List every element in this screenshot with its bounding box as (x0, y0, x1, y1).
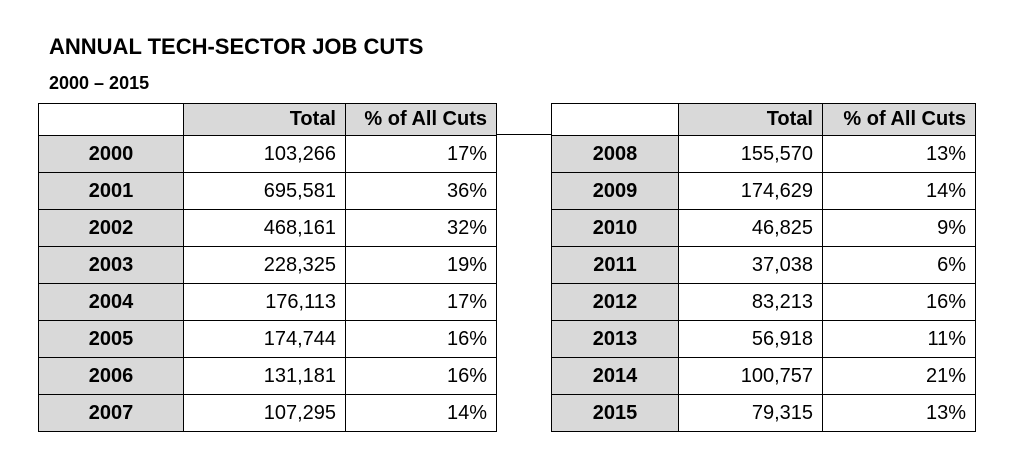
table-row: 2000 103,266 17% (38, 135, 497, 173)
total-cell: 46,825 (678, 209, 823, 247)
total-cell: 107,295 (183, 394, 346, 432)
column-header-total: Total (678, 103, 823, 136)
table-row: 2015 79,315 13% (551, 394, 976, 432)
year-cell: 2005 (38, 320, 184, 358)
year-cell: 2008 (551, 135, 679, 173)
total-cell: 174,629 (678, 172, 823, 210)
total-cell: 468,161 (183, 209, 346, 247)
year-cell: 2007 (38, 394, 184, 432)
share-cell: 9% (822, 209, 976, 247)
year-cell: 2015 (551, 394, 679, 432)
year-cell: 2009 (551, 172, 679, 210)
total-cell: 37,038 (678, 246, 823, 284)
year-cell: 2000 (38, 135, 184, 173)
year-cell: 2010 (551, 209, 679, 247)
year-cell: 2014 (551, 357, 679, 395)
share-cell: 16% (822, 283, 976, 321)
total-cell: 131,181 (183, 357, 346, 395)
share-cell: 19% (345, 246, 497, 284)
header-connector-line (496, 134, 552, 135)
year-cell: 2011 (551, 246, 679, 284)
share-cell: 14% (345, 394, 497, 432)
table-row: 2011 37,038 6% (551, 246, 976, 284)
table-row: 2002 468,161 32% (38, 209, 497, 247)
table-row: 2008 155,570 13% (551, 135, 976, 173)
table-header-row: Total % of All Cuts (38, 103, 497, 136)
share-cell: 17% (345, 135, 497, 173)
table-row: 2013 56,918 11% (551, 320, 976, 358)
page-subtitle: 2000 – 2015 (49, 73, 150, 93)
share-cell: 21% (822, 357, 976, 395)
share-cell: 32% (345, 209, 497, 247)
total-cell: 79,315 (678, 394, 823, 432)
share-cell: 16% (345, 357, 497, 395)
total-cell: 100,757 (678, 357, 823, 395)
job-cuts-table-right: Total % of All Cuts 2008 155,570 13% 2009 17… (551, 103, 976, 432)
table-row: 2005 174,744 16% (38, 320, 497, 358)
year-cell: 2003 (38, 246, 184, 284)
share-cell: 11% (822, 320, 976, 358)
table-row: 2007 107,295 14% (38, 394, 497, 432)
total-cell: 695,581 (183, 172, 346, 210)
total-cell: 176,113 (183, 283, 346, 321)
table-header-row: Total % of All Cuts (551, 103, 976, 136)
share-cell: 6% (822, 246, 976, 284)
total-cell: 155,570 (678, 135, 823, 173)
column-header-share: % of All Cuts (822, 103, 976, 136)
year-cell: 2013 (551, 320, 679, 358)
table-row: 2014 100,757 21% (551, 357, 976, 395)
share-cell: 13% (822, 135, 976, 173)
column-header-share: % of All Cuts (345, 103, 497, 136)
table-row: 2010 46,825 9% (551, 209, 976, 247)
total-cell: 228,325 (183, 246, 346, 284)
corner-cell (551, 103, 679, 136)
table-row: 2001 695,581 36% (38, 172, 497, 210)
column-header-total: Total (183, 103, 346, 136)
corner-cell (38, 103, 184, 136)
table-row: 2003 228,325 19% (38, 246, 497, 284)
table-row: 2004 176,113 17% (38, 283, 497, 321)
year-cell: 2004 (38, 283, 184, 321)
total-cell: 56,918 (678, 320, 823, 358)
share-cell: 36% (345, 172, 497, 210)
year-cell: 2001 (38, 172, 184, 210)
share-cell: 14% (822, 172, 976, 210)
total-cell: 83,213 (678, 283, 823, 321)
page-title: ANNUAL TECH-SECTOR JOB CUTS (49, 34, 424, 59)
total-cell: 103,266 (183, 135, 346, 173)
table-row: 2006 131,181 16% (38, 357, 497, 395)
total-cell: 174,744 (183, 320, 346, 358)
share-cell: 16% (345, 320, 497, 358)
table-row: 2009 174,629 14% (551, 172, 976, 210)
share-cell: 17% (345, 283, 497, 321)
table-row: 2012 83,213 16% (551, 283, 976, 321)
year-cell: 2012 (551, 283, 679, 321)
share-cell: 13% (822, 394, 976, 432)
job-cuts-table-left: Total % of All Cuts 2000 103,266 17% 2001 69… (38, 103, 497, 432)
year-cell: 2006 (38, 357, 184, 395)
year-cell: 2002 (38, 209, 184, 247)
